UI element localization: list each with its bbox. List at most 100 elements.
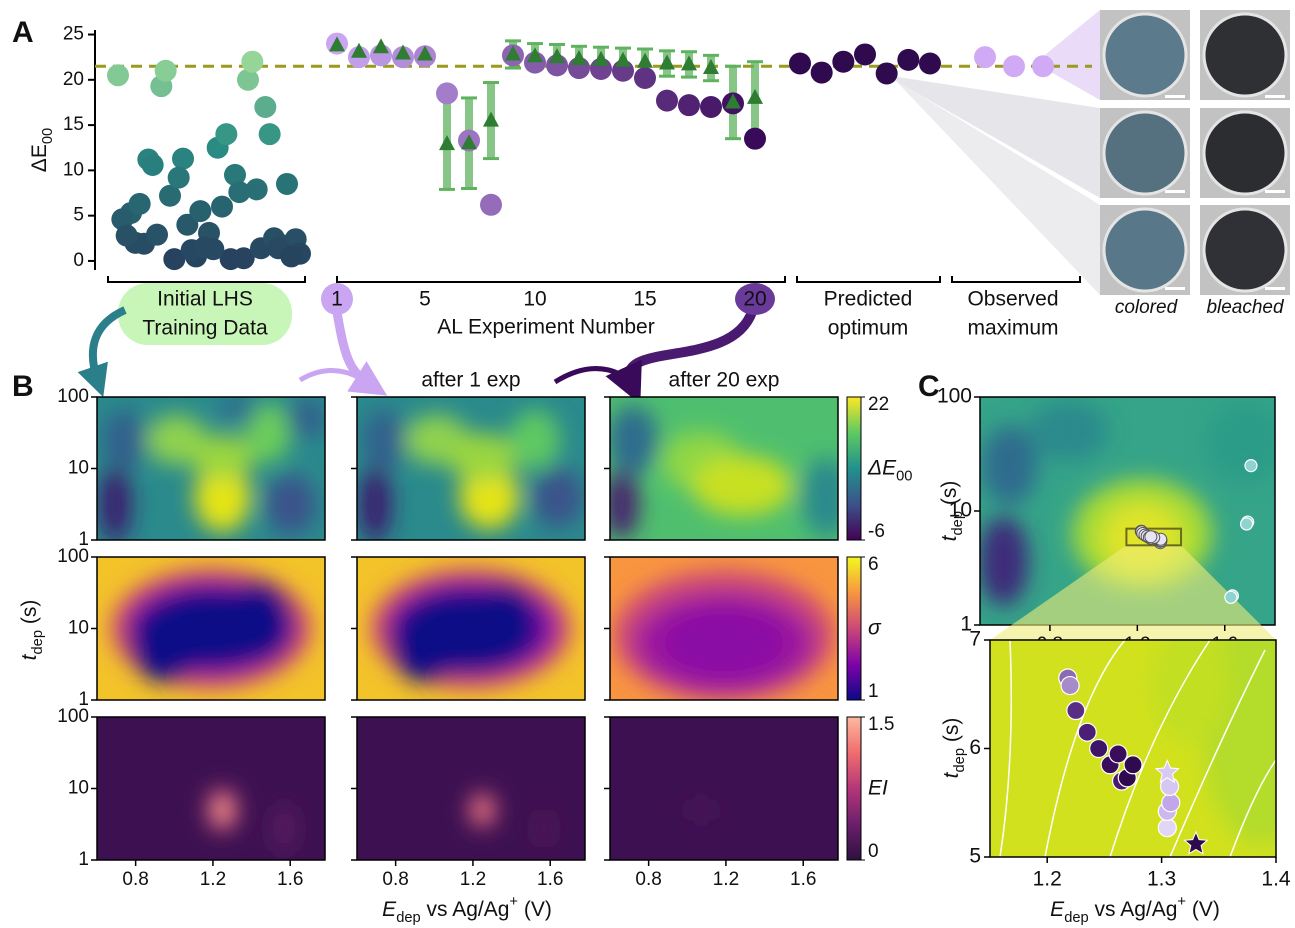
predicted-point — [439, 135, 455, 151]
label-part: + — [1177, 894, 1186, 910]
point — [1161, 793, 1181, 813]
predicted-point — [329, 36, 345, 52]
heatmap-blob — [99, 466, 132, 540]
arrow — [553, 366, 622, 385]
colorbar-label: σ — [868, 616, 882, 639]
heatmap-field — [614, 570, 834, 700]
contour-line — [1229, 759, 1277, 858]
label-part: E — [382, 898, 397, 921]
point — [1144, 530, 1158, 544]
y-tick-label: 1 — [960, 613, 972, 636]
group-label: Observed — [967, 288, 1058, 311]
image-label: bleached — [1206, 297, 1285, 318]
label-part: + — [509, 894, 518, 910]
y-tick-label: 5 — [73, 205, 84, 226]
lhs-point — [167, 166, 190, 189]
y-tick-label: 10 — [68, 458, 89, 479]
droplet — [1202, 110, 1288, 196]
predicted-point — [703, 59, 719, 75]
point — [1123, 755, 1143, 775]
predicted-point — [395, 44, 411, 60]
point — [1108, 744, 1128, 764]
arrow — [332, 311, 388, 396]
heatmap-blob — [475, 798, 490, 821]
heatmap-field — [686, 797, 717, 822]
heatmap-blob — [362, 409, 407, 470]
scale-bar — [1265, 95, 1285, 98]
observed-point — [656, 89, 678, 112]
y-tick-label: 100 — [57, 706, 89, 727]
label-part: dep — [396, 910, 421, 926]
image-label: colored — [1115, 297, 1179, 318]
x-tick-label: 10 — [523, 288, 546, 311]
label-part: t — [938, 534, 961, 541]
lhs-point — [276, 172, 298, 195]
y-axis-label: tdep (s) — [940, 718, 968, 779]
arrow — [298, 367, 362, 383]
lhs-point — [211, 195, 233, 218]
heatmap-blob — [981, 425, 1038, 506]
photos — [1100, 10, 1290, 295]
panel-label: B — [12, 370, 34, 403]
maximum-point — [1003, 55, 1025, 78]
heatmap-blob — [610, 404, 658, 475]
predicted-point — [571, 49, 587, 65]
heatmap-background — [610, 717, 838, 860]
optimum-point — [854, 43, 876, 66]
heatmap-blob — [130, 602, 201, 683]
predicted-point — [725, 93, 741, 109]
y-tick-label: 5 — [969, 845, 981, 868]
lhs-point — [115, 224, 138, 247]
heatmap — [97, 397, 325, 540]
heatmap-field — [206, 787, 296, 854]
label-part: vs Ag/Ag — [421, 898, 510, 921]
heatmap-blob — [390, 602, 461, 683]
predicted-point — [527, 47, 543, 63]
y-tick-label: 10 — [949, 499, 972, 522]
lhs-point — [163, 248, 186, 271]
contours — [999, 639, 1277, 858]
optimum-point — [810, 61, 833, 84]
highlight-wedge — [895, 80, 1100, 295]
droplet — [1102, 110, 1188, 196]
x-tick-label: 0.8 — [635, 869, 661, 890]
outlier-point — [1244, 459, 1258, 473]
optimum-point — [832, 50, 855, 73]
heatmap-blob — [1028, 401, 1109, 462]
predicted-point — [483, 111, 499, 127]
contour-line — [1169, 649, 1266, 858]
x-tick-label: 1.3 — [1147, 868, 1176, 891]
colorbar — [846, 716, 862, 861]
heatmap-blob — [218, 397, 259, 424]
bracket — [336, 276, 786, 283]
y-tick-label: 100 — [57, 546, 89, 567]
y-tick-label: 6 — [969, 736, 981, 759]
y-tick-label: 0 — [73, 250, 84, 271]
heatmap — [610, 557, 838, 700]
label-part: dep — [30, 630, 46, 655]
heatmap — [357, 717, 585, 860]
optimum-point — [789, 52, 811, 75]
predicted-point — [373, 38, 389, 54]
colorbar-tick-label: 1 — [868, 681, 879, 702]
highlight-wedge — [885, 75, 1100, 198]
heatmap-blob — [359, 466, 392, 540]
bracket — [107, 276, 306, 283]
heatmap-blob — [102, 409, 147, 470]
heatmap-field — [99, 397, 325, 540]
predicted-point — [659, 54, 675, 70]
column-title: after 20 exp — [669, 369, 780, 392]
label-part: t — [940, 771, 963, 778]
scale-bar — [1265, 190, 1285, 193]
heatmap-field — [468, 791, 554, 849]
heatmap-blob — [459, 465, 520, 530]
label-part: dep — [1064, 910, 1089, 926]
label-part: dep — [952, 748, 968, 773]
colorbar-tick-label: -6 — [868, 521, 885, 542]
heatmap — [97, 717, 325, 860]
scale-bar — [1265, 287, 1285, 290]
colorbar-tick-label: 6 — [868, 554, 879, 575]
lhs-point — [128, 192, 151, 215]
heatmap — [97, 557, 325, 700]
